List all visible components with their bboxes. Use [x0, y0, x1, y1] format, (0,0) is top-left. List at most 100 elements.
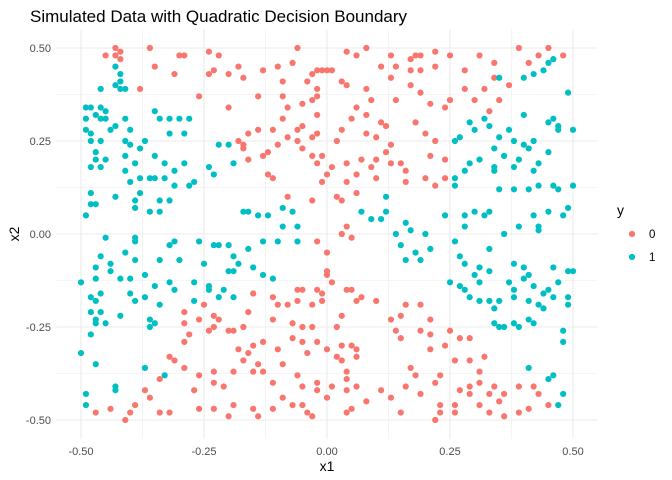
point-y0 — [476, 52, 483, 59]
point-y0 — [343, 387, 350, 394]
point-y1 — [456, 134, 463, 141]
point-y1 — [97, 163, 104, 171]
point-y1 — [112, 63, 119, 70]
point-y1 — [136, 145, 144, 152]
point-y0 — [382, 123, 390, 130]
point-y0 — [294, 126, 301, 133]
point-y1 — [166, 242, 173, 249]
point-y1 — [127, 126, 134, 133]
point-y0 — [318, 152, 326, 159]
point-y1 — [102, 320, 109, 327]
point-y0 — [269, 379, 276, 386]
point-y0 — [289, 402, 296, 409]
point-y1 — [378, 216, 385, 223]
point-y0 — [279, 361, 286, 368]
point-y1 — [397, 242, 404, 249]
point-y0 — [117, 48, 124, 55]
point-y0 — [451, 402, 459, 409]
point-y1 — [510, 186, 518, 193]
point-y1 — [486, 208, 493, 215]
point-y1 — [127, 141, 134, 148]
point-y1 — [92, 111, 99, 119]
point-y1 — [496, 74, 503, 81]
point-y1 — [156, 208, 163, 215]
point-y1 — [156, 301, 163, 308]
point-y1 — [525, 186, 532, 193]
point-y0 — [146, 394, 153, 401]
point-y0 — [210, 405, 217, 412]
point-y1 — [156, 197, 163, 204]
point-y1 — [530, 137, 537, 145]
x-axis-tick-labels: -0.50 -0.25 0.00 0.25 0.50 — [68, 446, 583, 458]
point-y1 — [525, 297, 532, 305]
point-y1 — [501, 230, 508, 238]
point-y0 — [412, 119, 419, 126]
point-y1 — [269, 275, 276, 282]
point-y1 — [151, 282, 158, 290]
point-y0 — [141, 387, 149, 394]
point-y1 — [412, 249, 419, 256]
point-y1 — [146, 175, 153, 182]
point-y0 — [215, 52, 222, 59]
point-y1 — [141, 271, 149, 279]
point-y1 — [171, 167, 178, 174]
point-y0 — [422, 130, 429, 137]
point-y0 — [136, 85, 144, 93]
point-y1 — [564, 301, 572, 308]
point-y1 — [127, 178, 134, 186]
point-y1 — [441, 212, 449, 219]
point-y0 — [338, 197, 345, 204]
point-y1 — [122, 249, 129, 256]
point-y1 — [87, 130, 94, 137]
point-y0 — [107, 405, 114, 412]
point-y1 — [510, 320, 518, 327]
point-y0 — [328, 163, 336, 171]
point-y0 — [328, 383, 336, 390]
point-y0 — [309, 197, 316, 204]
point-y0 — [274, 301, 281, 308]
point-y1 — [92, 361, 99, 368]
point-y1 — [156, 256, 163, 264]
y-tick-label: 0.25 — [30, 136, 51, 148]
point-y0 — [368, 96, 375, 104]
point-y1 — [87, 309, 94, 316]
series-y1 — [77, 56, 577, 409]
point-y0 — [501, 413, 508, 420]
point-y1 — [107, 268, 114, 275]
point-y0 — [122, 416, 129, 424]
point-y1 — [87, 163, 94, 171]
point-y0 — [309, 134, 316, 141]
point-y1 — [87, 294, 94, 301]
point-y0 — [343, 223, 350, 230]
point-y0 — [407, 67, 414, 74]
point-y1 — [132, 197, 139, 204]
point-y1 — [151, 175, 158, 182]
point-y1 — [102, 115, 109, 122]
point-y0 — [441, 156, 449, 163]
point-y0 — [166, 409, 173, 416]
point-y1 — [569, 126, 577, 133]
point-y0 — [117, 56, 124, 63]
point-y0 — [466, 357, 473, 364]
point-y0 — [181, 338, 188, 345]
point-y0 — [279, 93, 286, 100]
point-y1 — [87, 104, 94, 111]
point-y1 — [520, 264, 527, 271]
point-y1 — [215, 242, 222, 249]
point-y0 — [314, 67, 321, 74]
point-y0 — [427, 100, 434, 107]
point-y1 — [555, 126, 562, 133]
point-y0 — [525, 405, 532, 412]
point-y0 — [230, 402, 237, 409]
point-y1 — [205, 282, 213, 290]
point-y0 — [309, 152, 316, 159]
point-y1 — [240, 208, 247, 215]
point-y1 — [476, 279, 483, 286]
x-tick-label: -0.25 — [191, 446, 216, 458]
point-y0 — [210, 312, 217, 319]
point-y0 — [387, 74, 395, 81]
point-y0 — [225, 70, 232, 78]
point-y0 — [195, 405, 203, 412]
point-y0 — [269, 316, 276, 323]
